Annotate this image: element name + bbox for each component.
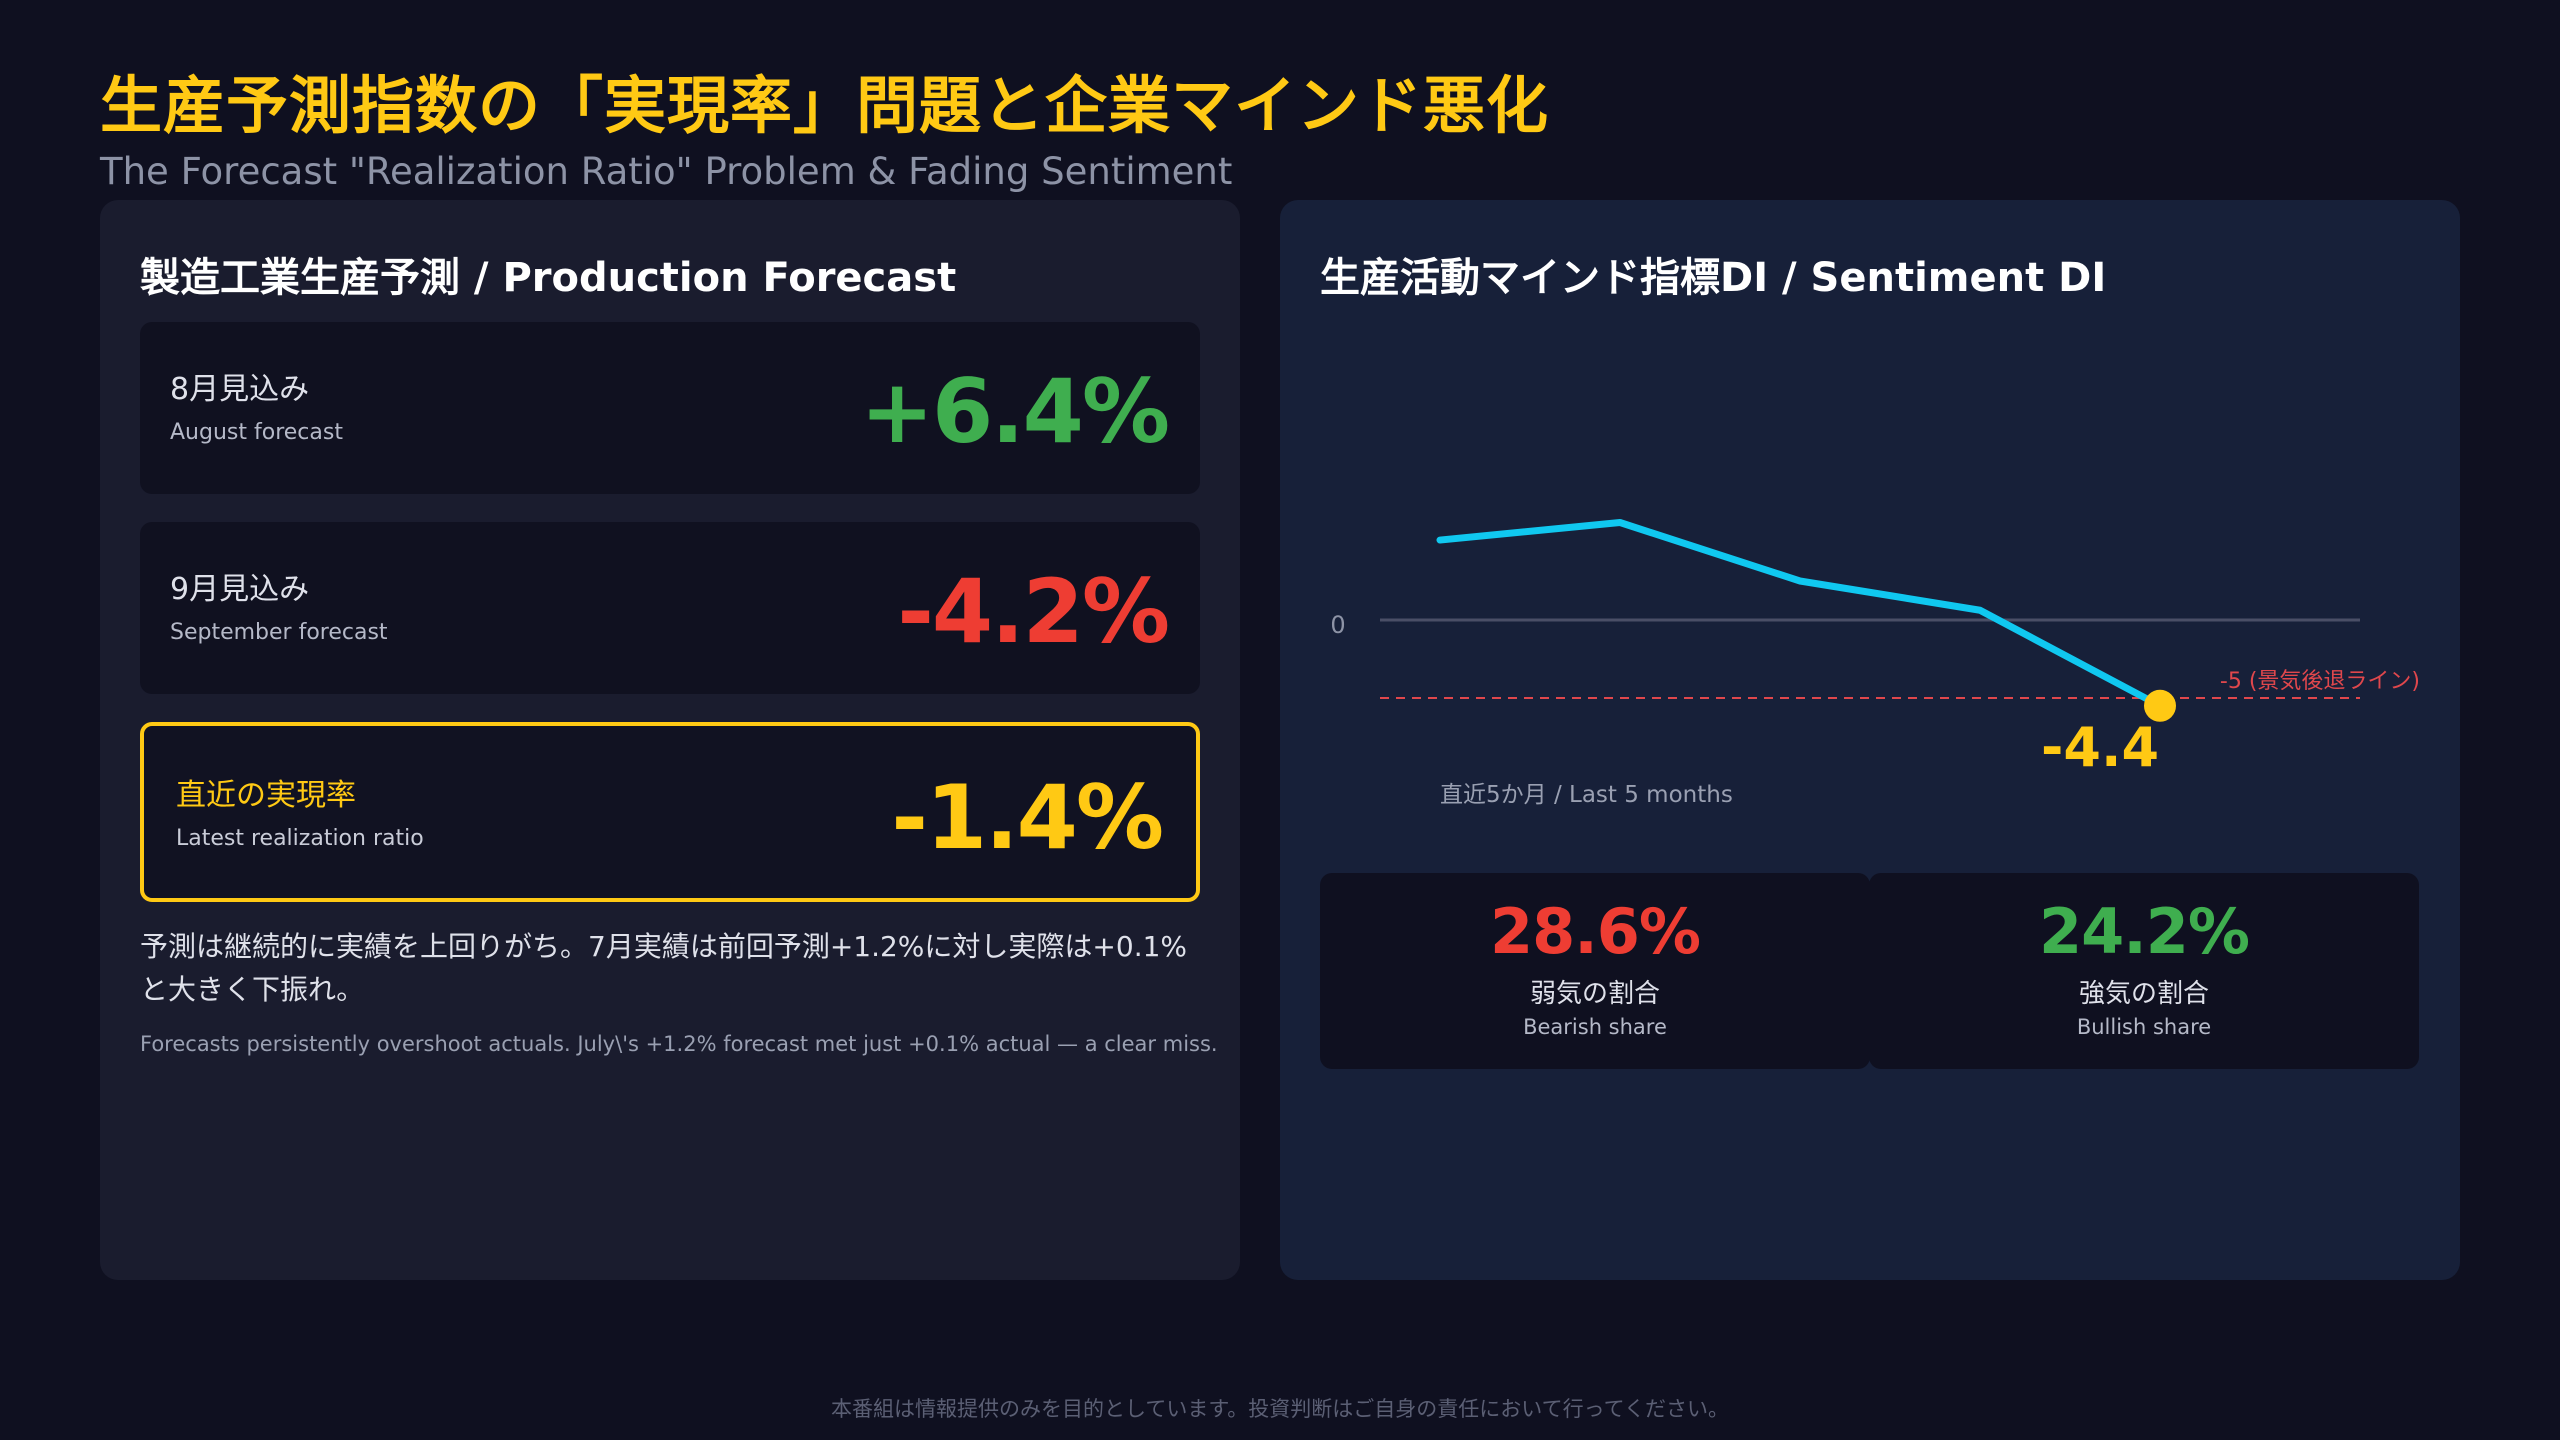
card-value: -4.2% xyxy=(897,560,1170,663)
bearish-share-box: 28.6% 弱気の割合 Bearish share xyxy=(1320,873,1870,1069)
page-subtitle: The Forecast "Realization Ratio" Problem… xyxy=(100,150,1233,193)
production-forecast-panel: 製造工業生産予測 / Production Forecast 8月見込み Aug… xyxy=(100,200,1240,1280)
card-label: 8月見込み xyxy=(170,372,310,407)
stat-sublabel: Bullish share xyxy=(2076,1015,2212,1039)
note-english: Forecasts persistently overshoot actuals… xyxy=(140,1032,1218,1056)
panel-title: 製造工業生産予測 / Production Forecast xyxy=(140,255,957,301)
card-label: 直近の実現率 xyxy=(176,778,356,813)
page-title: 生産予測指数の「実現率」問題と企業マインド悪化 xyxy=(100,69,1550,142)
panel-title: 生産活動マインド指標DI / Sentiment DI xyxy=(1320,255,2107,301)
august-forecast-card: 8月見込み August forecast +6.4% xyxy=(140,322,1200,494)
stat-value: 28.6% xyxy=(1489,895,1701,968)
disclaimer-footer: 本番組は情報提供のみを目的としています。投資判断はご自身の責任において行ってくだ… xyxy=(831,1397,1729,1421)
latest-value-label: -4.4 xyxy=(2041,716,2159,779)
card-sublabel: September forecast xyxy=(170,620,388,645)
reference-line-label: -5 (景気後退ライン) xyxy=(2220,669,2420,694)
realization-ratio-card: 直近の実現率 Latest realization ratio -1.4% xyxy=(140,722,1200,902)
stat-sublabel: Bearish share xyxy=(1523,1015,1667,1039)
note-japanese: 予測は継続的に実績を上回りがち。7月実績は前回予測+1.2%に対し実際は+0.1… xyxy=(140,930,1188,1006)
card-label: 9月見込み xyxy=(170,572,310,607)
period-label: 直近5か月 / Last 5 months xyxy=(1440,782,1733,808)
card-sublabel: August forecast xyxy=(170,420,343,445)
sentiment-panel: 生産活動マインド指標DI / Sentiment DI 0 -5 (景気後退ライ… xyxy=(1280,200,2460,1280)
stat-label: 弱気の割合 xyxy=(1529,979,1660,1009)
card-value: -1.4% xyxy=(891,766,1164,869)
september-forecast-card: 9月見込み September forecast -4.2% xyxy=(140,522,1200,694)
sentiment-line-chart: 0 -5 (景気後退ライン) -4.4 直近5か月 / Last 5 month… xyxy=(1330,519,2420,808)
card-sublabel: Latest realization ratio xyxy=(176,826,424,851)
stat-value: 24.2% xyxy=(2038,895,2250,968)
sentiment-series-line xyxy=(1436,519,2164,710)
latest-data-point xyxy=(2144,689,2176,722)
stat-label: 強気の割合 xyxy=(2078,979,2209,1009)
y-tick-label-zero: 0 xyxy=(1330,611,1345,639)
card-value: +6.4% xyxy=(860,360,1170,463)
bullish-share-box: 24.2% 強気の割合 Bullish share xyxy=(1869,873,2419,1069)
